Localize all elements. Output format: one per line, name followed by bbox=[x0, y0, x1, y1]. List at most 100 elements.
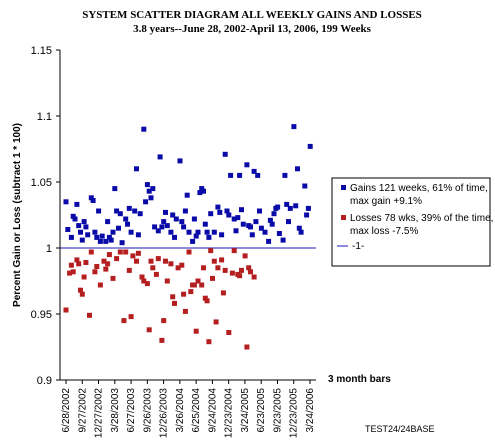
gain-point bbox=[235, 215, 241, 221]
gain-point bbox=[195, 229, 201, 235]
loss-point bbox=[79, 291, 85, 297]
gain-point bbox=[144, 182, 150, 188]
gain-point bbox=[271, 211, 277, 217]
gain-point bbox=[65, 227, 71, 232]
gain-point bbox=[231, 216, 237, 222]
loss-point bbox=[121, 318, 127, 324]
gain-point bbox=[168, 229, 174, 235]
gain-point bbox=[244, 162, 250, 168]
gain-point bbox=[201, 188, 206, 194]
gain-point bbox=[173, 216, 179, 222]
plot-area bbox=[59, 50, 316, 381]
gain-point bbox=[155, 228, 161, 234]
loss-point bbox=[246, 265, 252, 271]
gain-point bbox=[199, 186, 205, 192]
loss-point bbox=[191, 282, 197, 288]
gain-point bbox=[286, 219, 291, 225]
x-tick-label: 9/23/2005 bbox=[272, 388, 283, 433]
loss-point bbox=[150, 265, 156, 271]
gain-point bbox=[204, 229, 210, 235]
loss-point bbox=[135, 250, 141, 256]
gain-point bbox=[253, 219, 259, 225]
gain-point bbox=[105, 219, 111, 225]
x-tick-label: 3/26/2004 bbox=[175, 388, 186, 433]
loss-point bbox=[141, 278, 147, 284]
gain-point bbox=[276, 231, 282, 236]
loss-point bbox=[172, 300, 177, 306]
gain-point bbox=[159, 224, 165, 230]
x-tick-label: 6/28/2002 bbox=[61, 388, 72, 433]
loss-point bbox=[63, 307, 69, 313]
loss-point bbox=[114, 256, 120, 262]
gain-point bbox=[258, 225, 264, 231]
x-tick-label: 9/27/2002 bbox=[77, 388, 88, 433]
loss-point bbox=[204, 298, 210, 304]
loss-point bbox=[81, 274, 87, 280]
gain-point bbox=[103, 238, 109, 244]
loss-point bbox=[67, 270, 73, 276]
gain-point bbox=[119, 240, 125, 246]
gain-point bbox=[72, 216, 78, 222]
loss-point bbox=[182, 308, 188, 314]
loss-point bbox=[103, 266, 109, 272]
loss-point bbox=[153, 271, 159, 277]
loss-point bbox=[175, 265, 181, 271]
gain-point bbox=[267, 217, 273, 223]
gain-point bbox=[291, 124, 297, 130]
gain-point bbox=[108, 237, 114, 243]
gain-point bbox=[295, 166, 300, 172]
loss-point bbox=[117, 249, 123, 255]
gain-point bbox=[157, 154, 163, 160]
loss-point bbox=[130, 253, 136, 259]
x-tick-label: 12/26/2003 bbox=[159, 388, 170, 438]
loss-point bbox=[242, 253, 248, 259]
loss-point bbox=[202, 295, 208, 301]
gain-point bbox=[99, 233, 105, 239]
gain-point bbox=[296, 225, 302, 231]
loss-point bbox=[144, 281, 150, 287]
gain-point bbox=[90, 198, 96, 203]
x-tick-label: 12/27/2002 bbox=[94, 388, 105, 438]
gain-point bbox=[228, 172, 234, 178]
loss-point bbox=[220, 290, 226, 296]
loss-point bbox=[219, 257, 225, 263]
gain-point bbox=[76, 223, 82, 229]
legend: Gains 121 weeks, 61% of time, max gain +… bbox=[331, 177, 493, 267]
loss-point bbox=[193, 328, 199, 334]
gain-point bbox=[305, 205, 311, 211]
gain-point bbox=[280, 237, 286, 243]
gain-point bbox=[293, 203, 299, 209]
loss-point bbox=[74, 257, 80, 263]
legend-losses-line1: Losses 78 wks, 39% of the time, bbox=[350, 213, 493, 224]
gain-point bbox=[128, 229, 134, 235]
gain-point bbox=[164, 223, 170, 229]
y-ticks: 0.9 0.95 1 1.05 1.1 1.15 bbox=[31, 45, 60, 387]
loss-point bbox=[87, 312, 92, 318]
gain-point bbox=[135, 232, 141, 238]
gain-point bbox=[79, 237, 85, 243]
gain-point bbox=[112, 186, 118, 192]
gain-point bbox=[96, 208, 102, 214]
gain-point bbox=[239, 207, 244, 213]
gain-point bbox=[186, 229, 192, 235]
y-axis-label: Percent Gain or Loss (subtract 1 * 100) bbox=[12, 123, 23, 307]
x-tick-label: 6/27/2003 bbox=[126, 388, 137, 433]
y-tick-label: 0.9 bbox=[37, 375, 52, 387]
x-axis-label: 3 month bars bbox=[328, 374, 391, 385]
y-tick-label: 1 bbox=[46, 243, 52, 255]
gain-point bbox=[208, 211, 214, 217]
legend-gains-line1: Gains 121 weeks, 61% of time, bbox=[350, 183, 488, 194]
gain-point bbox=[307, 143, 313, 149]
gain-point bbox=[70, 213, 76, 219]
loss-point bbox=[88, 249, 94, 255]
gain-point bbox=[150, 186, 156, 192]
gain-point bbox=[92, 229, 98, 235]
x-tick-label: 9/24/2004 bbox=[207, 388, 218, 433]
gain-point bbox=[266, 238, 272, 244]
gain-point bbox=[81, 219, 87, 225]
loss-point bbox=[206, 339, 212, 345]
gain-point bbox=[85, 232, 91, 238]
gain-point bbox=[177, 158, 183, 164]
gain-point bbox=[240, 221, 246, 227]
